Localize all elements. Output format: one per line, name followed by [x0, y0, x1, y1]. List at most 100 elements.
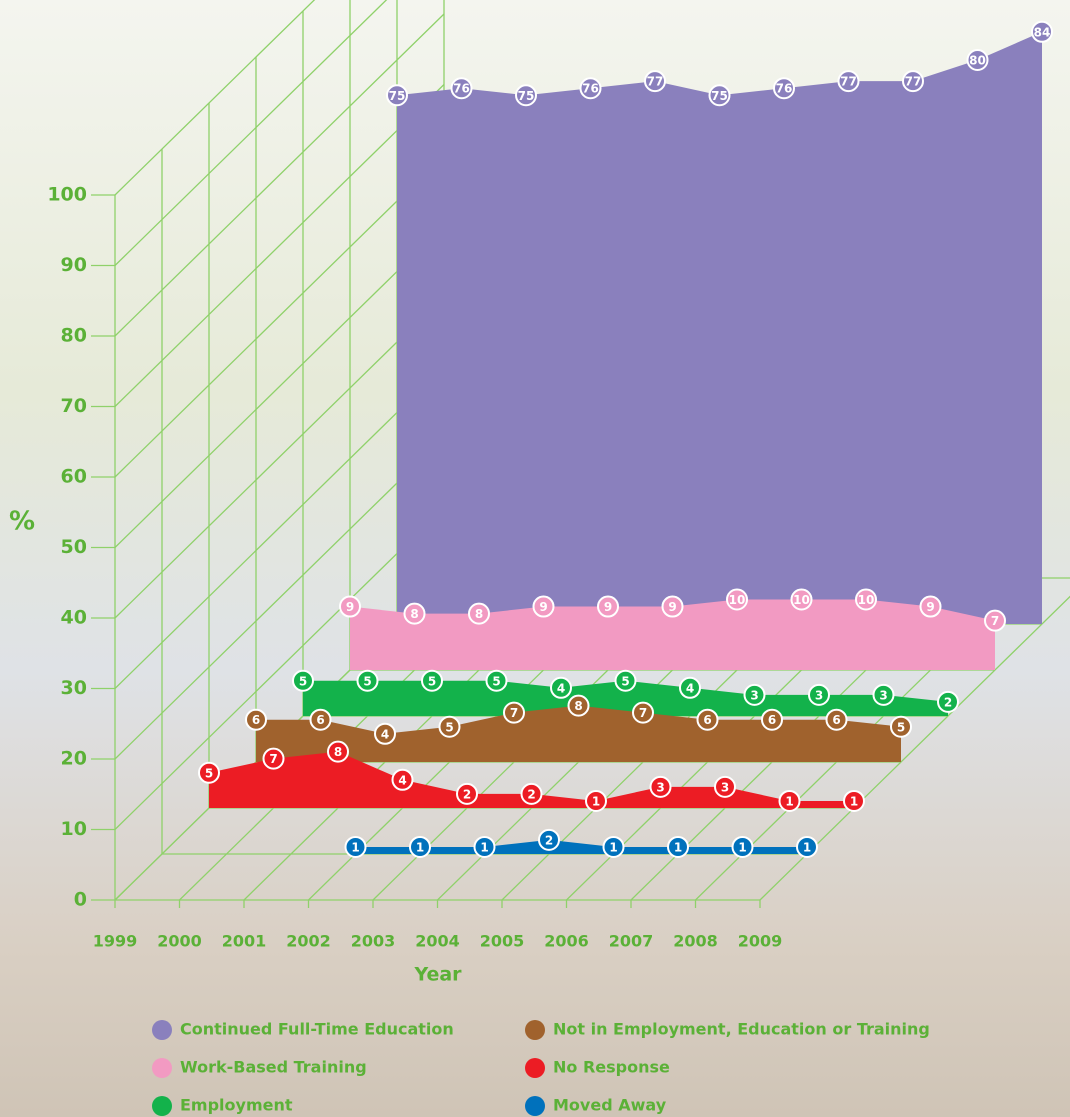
point-marker	[872, 683, 895, 706]
point-marker	[890, 715, 912, 738]
data-label: 76	[582, 82, 599, 96]
data-label: 7	[639, 706, 647, 720]
data-label: 2	[463, 787, 471, 801]
point-marker	[726, 588, 748, 611]
data-label: 9	[668, 600, 676, 614]
data-label: 1	[803, 840, 811, 854]
legend-swatch	[152, 1096, 172, 1116]
point-marker	[743, 683, 766, 706]
x-tick-label: 2004	[415, 932, 460, 951]
y-tick-label: 100	[47, 184, 87, 206]
point-marker	[339, 595, 361, 618]
data-label: 76	[776, 82, 793, 96]
data-label: 75	[389, 89, 406, 103]
data-label: 1	[785, 794, 793, 808]
data-label: 84	[1034, 25, 1051, 39]
grid-line	[114, 0, 316, 196]
legend-label: No Response	[553, 1058, 670, 1077]
data-label: 5	[897, 720, 905, 734]
y-tick-label: 40	[61, 607, 87, 629]
data-label: 5	[299, 674, 307, 688]
point-marker	[661, 595, 684, 618]
point-marker	[790, 588, 813, 611]
grid-line	[114, 154, 445, 478]
legend-swatch	[525, 1096, 545, 1116]
data-label: 4	[557, 681, 565, 695]
data-label: 1	[738, 840, 746, 854]
data-label: 75	[518, 89, 535, 103]
point-marker	[550, 676, 572, 699]
point-marker	[855, 588, 877, 611]
point-marker	[902, 70, 924, 93]
data-label: 76	[453, 82, 470, 96]
point-marker	[808, 683, 830, 706]
x-tick-label: 2009	[738, 932, 783, 951]
x-tick-label: 2003	[351, 932, 396, 951]
point-marker	[567, 694, 590, 717]
legend-swatch	[525, 1020, 545, 1040]
x-tick-label: 2001	[222, 932, 267, 951]
point-marker	[386, 84, 408, 107]
point-marker	[579, 77, 602, 100]
point-marker	[761, 708, 783, 731]
y-tick-label: 70	[61, 395, 87, 417]
legend-label: Not in Employment, Education or Training	[553, 1020, 930, 1039]
legend-swatch	[525, 1058, 545, 1078]
point-marker	[597, 595, 619, 618]
data-label: 1	[480, 840, 488, 854]
legend-swatch	[152, 1058, 172, 1078]
data-label: 6	[703, 713, 711, 727]
grid-line	[114, 0, 388, 266]
point-marker	[198, 761, 220, 784]
y-tick-label: 90	[61, 254, 87, 276]
data-label: 7	[510, 706, 518, 720]
point-marker	[344, 835, 367, 858]
data-label: 6	[768, 713, 776, 727]
data-label: 4	[398, 773, 406, 787]
data-label: 3	[879, 688, 887, 702]
data-label: 8	[334, 745, 342, 759]
grid-line	[114, 366, 445, 689]
legend-label: Employment	[180, 1096, 293, 1115]
data-label: 9	[539, 600, 547, 614]
point-marker	[614, 669, 637, 692]
y-tick-label: 0	[74, 889, 87, 911]
y-tick-label: 60	[61, 466, 87, 488]
data-label: 5	[428, 674, 436, 688]
data-label: 5	[445, 720, 453, 734]
y-tick-label: 80	[61, 325, 87, 347]
point-marker	[649, 775, 672, 798]
data-label: 1	[416, 840, 424, 854]
point-marker	[468, 602, 490, 625]
point-marker	[1031, 20, 1053, 43]
point-marker	[503, 701, 525, 724]
point-marker	[485, 669, 508, 692]
x-tick-label: 2002	[286, 932, 331, 951]
point-marker	[773, 77, 795, 100]
point-marker	[714, 775, 736, 798]
grid-line	[114, 84, 445, 407]
data-label: 5	[205, 766, 213, 780]
data-label: 2	[545, 833, 553, 847]
point-marker	[473, 835, 496, 858]
point-marker	[667, 835, 689, 858]
point-marker	[984, 609, 1006, 632]
point-marker	[438, 715, 461, 738]
point-marker	[309, 708, 332, 731]
point-marker	[515, 84, 537, 107]
data-label: 77	[647, 75, 664, 89]
data-label: 6	[316, 713, 324, 727]
y-axis-label: %	[9, 507, 35, 537]
data-label: 80	[969, 54, 986, 68]
area	[397, 31, 1042, 625]
data-label: 5	[363, 674, 371, 688]
grid-line	[114, 295, 445, 619]
data-label: 77	[840, 75, 857, 89]
point-marker	[632, 701, 654, 724]
x-tick-label: 2005	[480, 932, 525, 951]
x-tick-label: 2008	[673, 932, 718, 951]
point-marker	[696, 708, 719, 731]
data-label: 3	[721, 780, 729, 794]
point-marker	[644, 70, 666, 93]
data-label: 1	[609, 840, 617, 854]
